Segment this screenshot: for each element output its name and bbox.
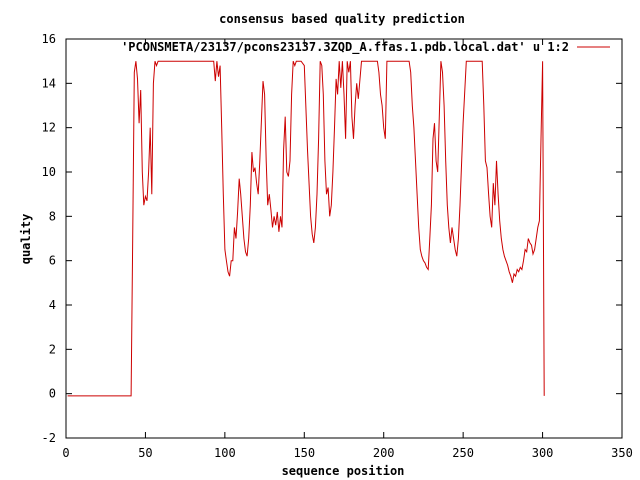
y-tick-label: 6 — [49, 254, 56, 268]
x-axis-label: sequence position — [282, 464, 405, 478]
plot-frame — [65, 38, 623, 439]
axis-ticks: 0 50 100 150 200 250 300 350 -2 0 2 4 6 8 10 12 14 16 — [42, 32, 633, 460]
y-tick-label: 14 — [42, 76, 56, 90]
x-tick-label: 200 — [373, 446, 395, 460]
legend: 'PCONSMETA/23137/pcons23137.3ZQD_A.ffas.… — [121, 40, 610, 55]
series-group — [67, 60, 545, 397]
y-tick-label: 2 — [49, 342, 56, 356]
y-tick-label: 12 — [42, 121, 56, 135]
x-tick-label: 150 — [293, 446, 315, 460]
y-tick-label: 16 — [42, 32, 56, 46]
x-tick-label: 350 — [611, 446, 633, 460]
x-tick-label: 250 — [452, 446, 474, 460]
y-axis-label: quality — [19, 214, 33, 265]
y-tick-label: 8 — [49, 209, 56, 223]
x-tick-label: 50 — [138, 446, 152, 460]
x-tick-label: 100 — [214, 446, 236, 460]
y-tick-label: 4 — [49, 298, 56, 312]
x-tick-label: 300 — [532, 446, 554, 460]
y-tick-label: 0 — [49, 387, 56, 401]
y-tick-label: 10 — [42, 165, 56, 179]
legend-label: 'PCONSMETA/23137/pcons23137.3ZQD_A.ffas.… — [121, 40, 569, 55]
series-line — [67, 60, 545, 397]
y-tick-label: -2 — [42, 431, 56, 445]
x-tick-label: 0 — [62, 446, 69, 460]
chart-title: consensus based quality prediction — [219, 12, 465, 26]
